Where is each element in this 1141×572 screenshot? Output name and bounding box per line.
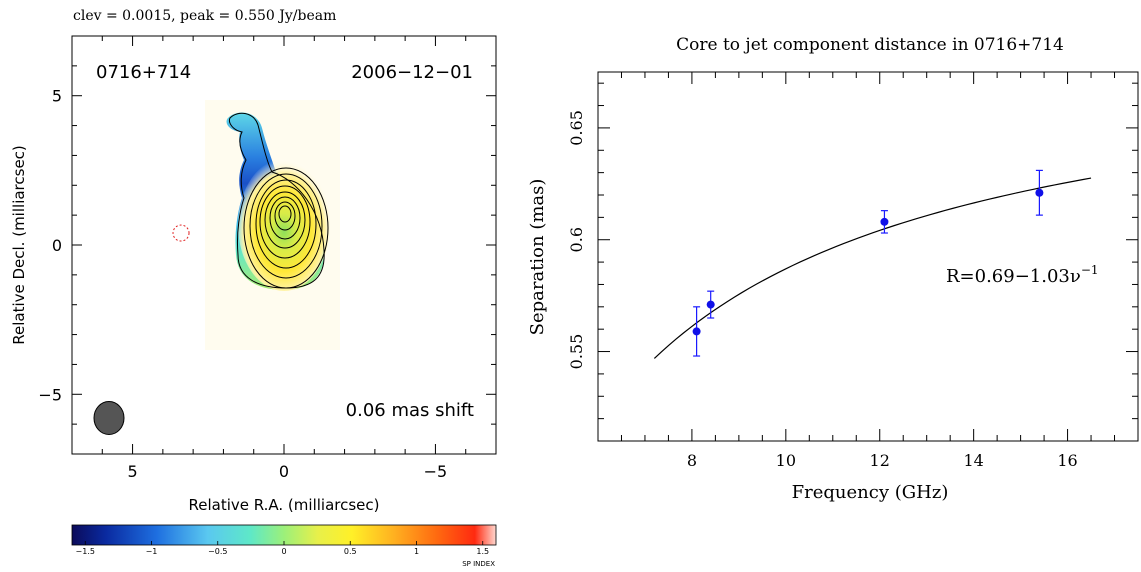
- contour-7: [274, 201, 296, 231]
- left-ytick-label: −5: [38, 385, 62, 404]
- colorbar-tick-label: 1: [414, 547, 419, 556]
- right-ytick-label: 0.65: [567, 110, 586, 146]
- colorbar-tick-label: 0.5: [344, 547, 357, 556]
- left-xtick-label: 0: [279, 462, 289, 481]
- right-xtick-label: 16: [1057, 451, 1077, 470]
- contour-2: [249, 173, 323, 279]
- contour-6: [269, 196, 301, 240]
- right-title: Core to jet component distance in 0716+7…: [676, 35, 1064, 55]
- beam-ellipse: [93, 401, 125, 435]
- right-ylabel: Separation (mas): [527, 179, 548, 336]
- right-ytick-label: 0.55: [567, 334, 586, 370]
- contour-4: [259, 185, 311, 259]
- date-label: 2006−12−01: [351, 62, 473, 83]
- left-axes: 5 0 −5 5 0 −5: [38, 35, 497, 481]
- source-label: 0716+714: [96, 62, 191, 83]
- fit-label: R=0.69−1.03ν−1: [946, 263, 1099, 287]
- colorbar-tick-label: −1.5: [76, 547, 95, 556]
- colorbar-label: SP INDEX: [462, 560, 495, 568]
- data-point: [692, 327, 701, 336]
- right-xlabel: Frequency (GHz): [792, 482, 949, 503]
- fit-curve: [653, 177, 1092, 359]
- left-header: clev = 0.0015, peak = 0.550 Jy/beam: [73, 8, 336, 24]
- right-xtick-label: 8: [687, 451, 697, 470]
- right-xtick-label: 10: [776, 451, 796, 470]
- data-point: [1035, 188, 1044, 197]
- colorbar-ticks: −1.5 −1 −0.5 0 0.5 1 1.5: [76, 541, 489, 556]
- contour-1: [243, 167, 329, 289]
- red-dotted-marker: [172, 224, 190, 242]
- left-xtick-label: −5: [424, 462, 448, 481]
- colorbar-tick-label: −0.5: [208, 547, 227, 556]
- colorbar-tick-label: −1: [146, 547, 158, 556]
- right-xtick-label: 12: [870, 451, 890, 470]
- left-xlabel: Relative R.A. (milliarcsec): [188, 496, 379, 514]
- right-ytick-label: 0.6: [567, 227, 586, 252]
- left-ytick-label: 0: [52, 236, 62, 255]
- outer-contour: [229, 112, 325, 289]
- colorbar-tick-label: 1.5: [476, 547, 489, 556]
- colorbar-tick-label: 0: [281, 547, 286, 556]
- right-axes: 8 10 12 14 16 0.55 0.6 0.65: [567, 71, 1139, 470]
- left-xtick-label: 5: [127, 462, 137, 481]
- data-point: [880, 217, 889, 226]
- contour-group: [229, 112, 329, 289]
- left-ytick-label: 5: [52, 87, 62, 106]
- right-xtick-label: 14: [963, 451, 983, 470]
- fit-label-exponent: −1: [1081, 263, 1099, 277]
- left-ylabel: Relative Decl. (milliarcsec): [10, 145, 28, 345]
- fit-label-main: R=0.69−1.03ν: [946, 266, 1081, 287]
- contour-5: [264, 191, 306, 249]
- right-plot-frame: [597, 71, 1139, 442]
- shift-label: 0.06 mas shift: [346, 400, 474, 421]
- contour-8: [278, 205, 292, 223]
- data-point: [706, 300, 715, 309]
- contour-3: [255, 179, 317, 269]
